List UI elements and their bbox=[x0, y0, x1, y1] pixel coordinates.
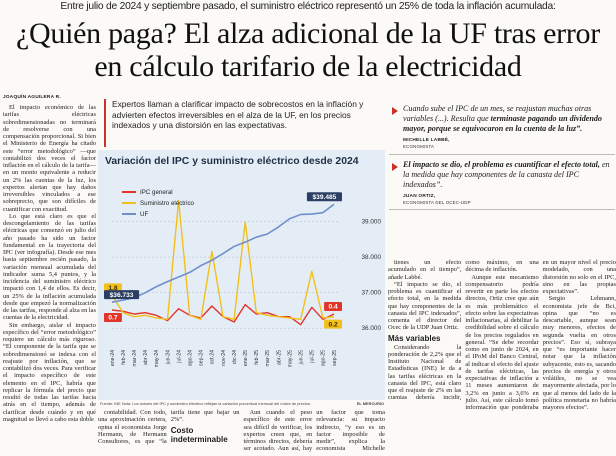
chart-note: Nota: Los valores del IPC y suministro e… bbox=[121, 401, 311, 406]
x-tick-label: jul-25 bbox=[310, 350, 316, 364]
pull-quote: Cuando sube el IPC de un mes, se reajust… bbox=[389, 99, 615, 155]
x-tick-label: nov-24 bbox=[221, 350, 227, 366]
deck: Expertos llaman a clarificar impacto de … bbox=[104, 99, 384, 147]
legend-label: UF bbox=[140, 211, 148, 218]
x-tick-label: ene-24 bbox=[110, 350, 116, 366]
legend-label: IPC general bbox=[140, 189, 173, 196]
paragraph: tienes un efecto acumulado en el tiempo”… bbox=[388, 259, 462, 281]
x-tick-label: sep-25 bbox=[332, 350, 338, 366]
series-line bbox=[111, 203, 335, 303]
body-text: tienes un efecto acumulado en el tiempo”… bbox=[388, 259, 616, 456]
value-label-box bbox=[104, 283, 122, 293]
y2-tick-label: 39.000 bbox=[361, 219, 381, 226]
paragraph: contabilidad. Con todo, una aproximación… bbox=[98, 409, 240, 445]
x-tick-label: jul-24 bbox=[176, 350, 182, 364]
value-label-box bbox=[104, 290, 140, 300]
chart-footnote: Fuente: INE Nota: Los valores del IPC y … bbox=[100, 401, 384, 406]
x-tick-label: feb-25 bbox=[254, 350, 260, 365]
quote-part: en la medida que hay componentes de la c… bbox=[403, 159, 610, 189]
headline: ¿Quién paga? El alza adicional de la UF … bbox=[16, 17, 600, 83]
x-tick-label: ago-25 bbox=[321, 350, 327, 366]
value-label: 0.7 bbox=[108, 315, 117, 322]
paragraph: Sin embargo, aislar el impacto específic… bbox=[3, 321, 96, 423]
left-column: El impacto económico de las tarifas eléc… bbox=[3, 104, 96, 456]
byline: JOAQUÍN AGUILERA R. bbox=[3, 95, 61, 100]
value-label-box bbox=[104, 313, 122, 322]
x-tick-label: may-25 bbox=[287, 350, 293, 367]
quote-part: terminaste pagando un dividendo mayor, p… bbox=[403, 114, 602, 133]
value-label: $36.733 bbox=[110, 292, 134, 299]
pull-quote: El impacto se dio, el problema es cuanti… bbox=[389, 155, 615, 210]
x-tick-label: feb-24 bbox=[121, 350, 127, 365]
quote-text: Cuando sube el IPC de un mes, se reajust… bbox=[403, 104, 613, 134]
quote-part: El impacto se dio, el problema es cuanti… bbox=[403, 159, 602, 169]
paragraph: Aunque este mecanismo compensatorio podr… bbox=[465, 259, 616, 411]
value-label: 0.4 bbox=[328, 304, 337, 311]
quote-role: ECONOMISTA DEL OCEC-UDP bbox=[403, 199, 471, 205]
x-tick-label: sep-24 bbox=[199, 350, 205, 366]
body-text: contabilidad. Con todo, una aproximación… bbox=[98, 409, 385, 456]
paragraph: Sergio Lehmann, economista jefe de Bci, … bbox=[542, 295, 616, 411]
quote-name: JUAN ORTIZ, bbox=[403, 193, 436, 199]
subheading: Costo indeterminable bbox=[170, 425, 228, 444]
x-tick-label: mar-25 bbox=[265, 350, 271, 367]
series-line bbox=[111, 199, 335, 321]
value-label-box bbox=[306, 192, 342, 202]
subheading: Más variables bbox=[388, 333, 441, 343]
kicker: Entre julio de 2024 y septiembre pasado,… bbox=[60, 1, 556, 12]
quote-name: MICHELLE LABBÉ, bbox=[403, 138, 450, 143]
x-tick-label: ene-25 bbox=[243, 350, 249, 366]
x-tick-label: may-24 bbox=[154, 350, 160, 367]
x-tick-label: oct-24 bbox=[210, 350, 216, 365]
x-tick-label: abr-25 bbox=[276, 350, 282, 365]
x-tick-label: ago-24 bbox=[188, 350, 194, 366]
paragraph: Considerando la ponderación de 2,2% que … bbox=[388, 259, 539, 402]
value-label: $39.485 bbox=[313, 194, 337, 201]
chart-background bbox=[98, 150, 385, 400]
y2-tick-label: 38.000 bbox=[361, 254, 381, 261]
quote-role: ECONOMISTA bbox=[403, 144, 435, 149]
quote-text: El impacto se dio, el problema es cuanti… bbox=[403, 160, 613, 190]
chart-title: Variación del IPC y suministro eléctrico… bbox=[105, 156, 359, 167]
legend-label: Suministro eléctrico bbox=[140, 200, 195, 207]
value-label: 0.2 bbox=[328, 321, 337, 328]
value-label-box bbox=[324, 319, 342, 329]
paragraph: El impacto económico de las tarifas eléc… bbox=[3, 104, 96, 213]
paragraph: Aun cuando el peso específico de este er… bbox=[243, 409, 386, 453]
paragraph: “El impacto se dio, el problema es cuant… bbox=[388, 280, 462, 332]
value-label-box bbox=[324, 302, 342, 311]
x-tick-label: jun-25 bbox=[299, 350, 305, 366]
chart-source: Fuente: INE bbox=[100, 401, 121, 406]
y2-tick-label: 37.000 bbox=[361, 290, 381, 297]
y2-tick-label: 36.000 bbox=[361, 325, 381, 332]
x-tick-label: abr-24 bbox=[143, 350, 149, 365]
quotes: Cuando sube el IPC de un mes, se reajust… bbox=[389, 99, 615, 257]
quote-part: Cuando sube el IPC de un mes, se reajust… bbox=[403, 104, 592, 123]
x-tick-label: jun-24 bbox=[165, 350, 171, 366]
value-label: 1.8 bbox=[108, 285, 117, 292]
x-tick-label: mar-24 bbox=[132, 350, 138, 367]
chart-credit: EL MERCURIO bbox=[356, 401, 384, 406]
chart: Variación del IPC y suministro eléctrico… bbox=[98, 150, 385, 400]
x-tick-label: dic-24 bbox=[232, 350, 238, 364]
paragraph: Lo que está claro es que el descongelami… bbox=[3, 212, 96, 322]
